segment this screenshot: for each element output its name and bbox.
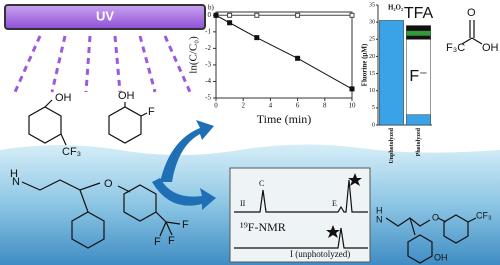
x-tick-label: 0 xyxy=(214,102,218,110)
peak-label: II xyxy=(240,199,246,208)
atom: H xyxy=(10,168,18,180)
x-axis-label: Time (min) xyxy=(257,112,312,126)
y-tick-label: -2 xyxy=(205,44,211,52)
y-tick-label: 5 xyxy=(372,105,375,111)
star xyxy=(348,173,362,186)
atom: F xyxy=(154,236,161,248)
atom-labels: OH CF₃ OH F H N O F F F H N O CF₃ OH O F… xyxy=(10,7,499,262)
bar-segment xyxy=(406,35,431,40)
plot-frame xyxy=(215,11,353,99)
y-tick-label: -5 xyxy=(205,94,211,102)
nmr-trace xyxy=(234,227,368,249)
bar-segment xyxy=(379,20,404,126)
data-point xyxy=(349,86,355,92)
arrows xyxy=(152,120,216,210)
y-tick-label: 35 xyxy=(369,2,375,8)
annotation: TFA xyxy=(404,5,434,22)
atom: H xyxy=(376,205,383,215)
data-point xyxy=(213,12,219,18)
x-tick-label: 4 xyxy=(269,102,273,110)
segment-label: F⁻ xyxy=(409,68,427,85)
atom: N xyxy=(376,214,383,224)
atom: F₃C xyxy=(446,42,465,54)
atom: OH xyxy=(118,90,135,102)
atom: O xyxy=(432,212,439,222)
uv-rays xyxy=(13,35,192,93)
data-point xyxy=(349,12,355,18)
y-tick-label: -3 xyxy=(205,61,211,69)
peak-label: E xyxy=(332,199,337,208)
atom: OH xyxy=(482,42,499,54)
atom: OH xyxy=(55,92,72,104)
molecule-bonds xyxy=(21,20,483,264)
bar-segment xyxy=(406,39,431,115)
bar-segment xyxy=(406,114,431,126)
uv-lamp xyxy=(4,4,206,30)
y-tick-label: 0 xyxy=(372,122,375,128)
nmr-title: ¹⁹F-NMR xyxy=(240,220,286,234)
atom: CF₃ xyxy=(62,146,81,158)
y-tick-label: 20 xyxy=(369,54,375,60)
y-axis-label: Fluorine (μM) xyxy=(361,43,369,86)
y-tick-label: -1 xyxy=(205,27,211,35)
atom: O xyxy=(104,178,113,190)
y-tick-label: 15 xyxy=(369,71,375,77)
chart-title: H₂O₂ xyxy=(388,4,403,12)
data-point xyxy=(227,20,233,26)
atom: OH xyxy=(434,252,448,262)
x-tick-label: 8 xyxy=(323,102,327,110)
nmr-panel xyxy=(229,167,371,263)
y-tick-label: 0 xyxy=(208,11,212,19)
data-point xyxy=(295,55,301,61)
charts: 0 2 4 6 8 10 0 -1 -2 -3 -4 -5 b) Time (min) ln(C/C₀) 0 5… xyxy=(188,2,434,163)
panel-label: b) xyxy=(208,4,215,12)
peak-label: C xyxy=(259,179,264,188)
atom: F xyxy=(168,235,175,247)
data-point xyxy=(254,12,260,18)
y-axis-label: ln(C/C₀) xyxy=(188,36,200,74)
y-tick-label: -4 xyxy=(205,77,211,85)
x-tick-label: 6 xyxy=(296,102,300,110)
data-point xyxy=(254,35,260,41)
data-point xyxy=(227,12,233,18)
data-point xyxy=(295,12,301,18)
y-tick-label: 10 xyxy=(369,88,375,94)
x-tick-label: 10 xyxy=(349,102,357,110)
trace-label: I (unphotolyzed) xyxy=(290,249,350,259)
atom: F xyxy=(182,219,189,231)
y-tick-label: 30 xyxy=(369,20,375,26)
bar-segment xyxy=(406,30,431,37)
uv-label: UV xyxy=(96,8,114,23)
atom: F xyxy=(148,106,155,118)
x-tick-label: 2 xyxy=(241,102,245,110)
bar-segment xyxy=(406,25,431,31)
star xyxy=(326,225,340,238)
atom: N xyxy=(12,176,20,188)
y-tick-label: 25 xyxy=(369,37,375,43)
nmr-trace xyxy=(234,179,368,213)
atom: O xyxy=(467,7,476,19)
x-tick-label: Unphotolyzed xyxy=(389,127,395,163)
x-tick-label: Photolyzed xyxy=(416,127,422,156)
atom: CF₃ xyxy=(476,210,492,220)
